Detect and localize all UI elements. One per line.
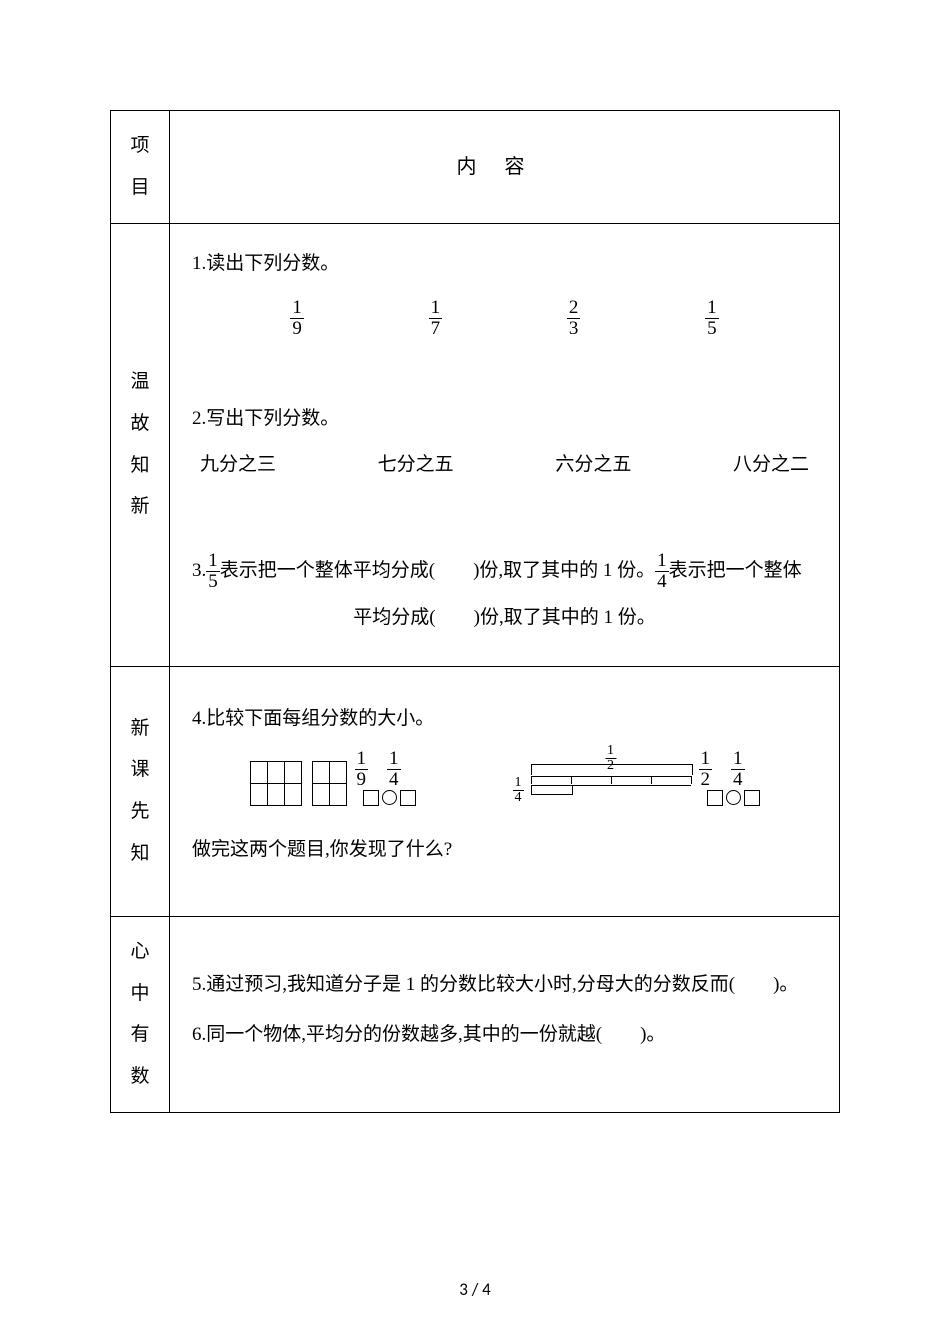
header-col2: 内容: [170, 111, 840, 224]
cmp-circle-icon: [726, 790, 741, 805]
q4-frac-c: 12: [699, 749, 713, 790]
q4-bar: 12 14: [531, 750, 691, 806]
q4-frac-a: 19: [355, 749, 369, 790]
section-row-1: 温 故 知 新 1.读出下列分数。 1 9 1 7 2: [111, 223, 840, 666]
section-content-3: 5.通过预习,我知道分子是 1 的分数比较大小时,分母大的分数反而( )。 6.…: [170, 916, 840, 1112]
q4-tail: 做完这两个题目,你发现了什么?: [192, 832, 817, 868]
header-col1-char2: 目: [117, 167, 163, 209]
q1-frac-1: 1 9: [290, 298, 304, 339]
q2-word-3: 六分之五: [555, 447, 631, 483]
section-label-1: 温 故 知 新: [111, 223, 170, 666]
q2-word-1: 九分之三: [200, 447, 276, 483]
q4-grid-a: [250, 761, 302, 806]
header-col1-char1: 项: [117, 125, 163, 167]
q4-group-1: 19 14: [250, 749, 416, 806]
q4-group-2: 12 14: [531, 749, 760, 806]
worksheet-table: 项 目 内容 温 故 知 新 1.读出下列分数。 1 9: [110, 110, 840, 1113]
q4-frac-b: 14: [387, 749, 401, 790]
page: 项 目 内容 温 故 知 新 1.读出下列分数。 1 9: [0, 0, 950, 1344]
q2-word-2: 七分之五: [378, 447, 454, 483]
section-label-2: 新 课 先 知: [111, 666, 170, 916]
q1-frac-4: 1 5: [705, 298, 719, 339]
section-label-3: 心 中 有 数: [111, 916, 170, 1112]
q1-frac-3: 2 3: [567, 298, 581, 339]
table-header-row: 项 目 内容: [111, 111, 840, 224]
cmp-box-icon: [707, 790, 723, 806]
q3-mid2: 表示把一个整体: [669, 560, 802, 581]
q3-line2: 平均分成( )份,取了其中的 1 份。: [192, 600, 817, 636]
bar-bot-label: 14: [513, 776, 524, 806]
q3-mid1: 表示把一个整体平均分成( )份,取了其中的 1 份。: [220, 560, 655, 581]
q4-cmp-2: [707, 790, 760, 806]
q3-frac-b: 14: [655, 551, 669, 592]
q4-prompt: 4.比较下面每组分数的大小。: [192, 701, 817, 737]
q4-frac-col-2: 12 14: [699, 749, 760, 806]
q2-prompt: 2.写出下列分数。: [192, 401, 817, 437]
q4-frac-col-1: 19 14: [355, 749, 416, 806]
bar-top-brace-icon: [531, 764, 693, 775]
header-col1: 项 目: [111, 111, 170, 224]
q2-words: 九分之三 七分之五 六分之五 八分之二: [192, 437, 817, 519]
q4-grid-b: [312, 761, 347, 806]
q4-row: 19 14: [192, 737, 817, 832]
section-content-1: 1.读出下列分数。 1 9 1 7 2 3 1: [170, 223, 840, 666]
cmp-box-icon: [744, 790, 760, 806]
q1-prompt: 1.读出下列分数。: [192, 246, 817, 282]
section-row-3: 心 中 有 数 5.通过预习,我知道分子是 1 的分数比较大小时,分母大的分数反…: [111, 916, 840, 1112]
q3-frac-a: 15: [206, 551, 220, 592]
q5-text: 5.通过预习,我知道分子是 1 的分数比较大小时,分母大的分数反而( )。: [192, 967, 817, 1003]
q3-block: 3.15表示把一个整体平均分成( )份,取了其中的 1 份。14表示把一个整体 …: [192, 551, 817, 636]
cmp-box-icon: [400, 790, 416, 806]
q6-text: 6.同一个物体,平均分的份数越多,其中的一份就越( )。: [192, 1017, 817, 1053]
q2-word-4: 八分之二: [733, 447, 809, 483]
section-row-2: 新 课 先 知 4.比较下面每组分数的大小。: [111, 666, 840, 916]
q4-grids: [250, 761, 347, 806]
cmp-box-icon: [363, 790, 379, 806]
bar-bot-brace-icon: [531, 786, 573, 795]
q1-fracs: 1 9 1 7 2 3 1 5: [192, 282, 817, 369]
page-footer: 3 / 4: [0, 1279, 950, 1300]
section-content-2: 4.比较下面每组分数的大小。: [170, 666, 840, 916]
q3-pre: 3.: [192, 560, 206, 581]
q4-cmp-1: [363, 790, 416, 806]
cmp-circle-icon: [382, 790, 397, 805]
q1-frac-2: 1 7: [429, 298, 443, 339]
q4-frac-d: 14: [731, 749, 745, 790]
